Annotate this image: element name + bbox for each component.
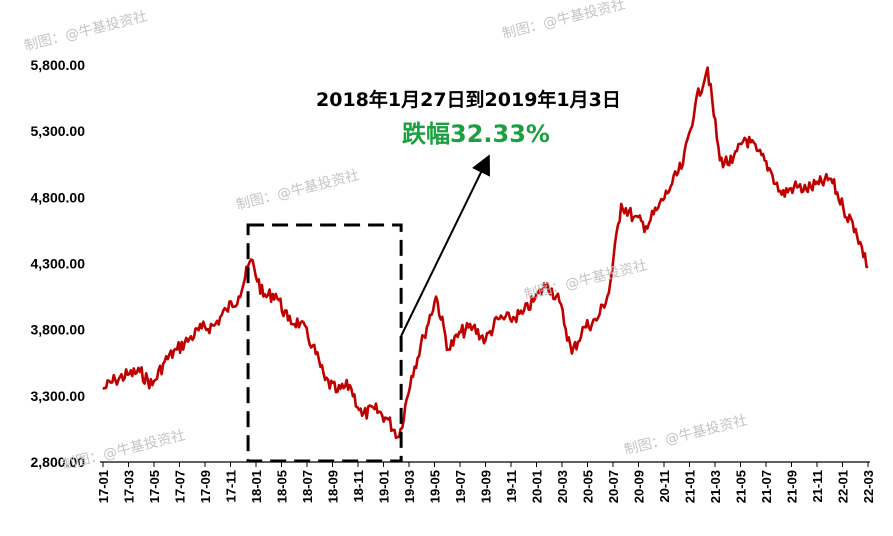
x-tick-label: 17-03 — [122, 470, 137, 503]
x-tick-label: 18-07 — [300, 470, 315, 503]
y-tick-label: 4,300.00 — [31, 256, 86, 272]
x-tick-label: 17-05 — [147, 470, 162, 503]
x-tick-label: 21-01 — [683, 470, 698, 503]
x-tick-label: 22-01 — [836, 470, 851, 503]
x-tick-label: 20-11 — [657, 470, 672, 503]
x-tick-label: 18-09 — [326, 470, 341, 503]
y-tick-label: 5,300.00 — [31, 123, 86, 139]
x-tick-label: 21-03 — [708, 470, 723, 503]
index-series-line — [102, 66, 869, 440]
x-tick-label: 18-11 — [351, 470, 366, 503]
x-tick-label: 18-01 — [249, 470, 264, 503]
x-tick-label: 22-03 — [861, 470, 876, 503]
x-tick-label: 19-01 — [377, 470, 392, 503]
x-tick-label: 20-07 — [606, 470, 621, 503]
y-tick-label: 4,800.00 — [31, 189, 86, 205]
x-tick-label: 20-01 — [530, 470, 545, 503]
x-tick-label: 21-11 — [810, 470, 825, 503]
x-tick-label: 19-03 — [402, 470, 417, 503]
x-tick-label: 19-11 — [504, 470, 519, 503]
x-tick-label: 21-05 — [734, 470, 749, 503]
x-tick-label: 17-07 — [173, 470, 188, 503]
x-tick-label: 17-11 — [224, 470, 239, 503]
annotation-drop-percentage: 跌幅32.33% — [402, 120, 550, 148]
x-tick-label: 20-09 — [632, 470, 647, 503]
annotation-arrow — [400, 154, 490, 337]
x-tick-label: 21-09 — [785, 470, 800, 503]
x-tick-label: 19-05 — [428, 470, 443, 503]
x-tick-label: 17-01 — [96, 470, 111, 503]
x-tick-label: 19-07 — [453, 470, 468, 503]
y-tick-label: 2,800.00 — [31, 454, 86, 470]
x-tick-label: 17-09 — [198, 470, 213, 503]
y-tick-label: 3,300.00 — [31, 388, 86, 404]
annotation-title: 2018年1月27日到2019年1月3日 — [316, 89, 621, 111]
y-tick-label: 5,800.00 — [31, 57, 86, 73]
x-tick-label: 18-05 — [275, 470, 290, 503]
x-tick-label: 20-05 — [581, 470, 596, 503]
y-tick-label: 3,800.00 — [31, 322, 86, 338]
x-tick-label: 20-03 — [555, 470, 570, 503]
x-tick-label: 21-07 — [759, 470, 774, 503]
highlight-period-box — [246, 223, 403, 463]
x-tick-label: 19-09 — [479, 470, 494, 503]
